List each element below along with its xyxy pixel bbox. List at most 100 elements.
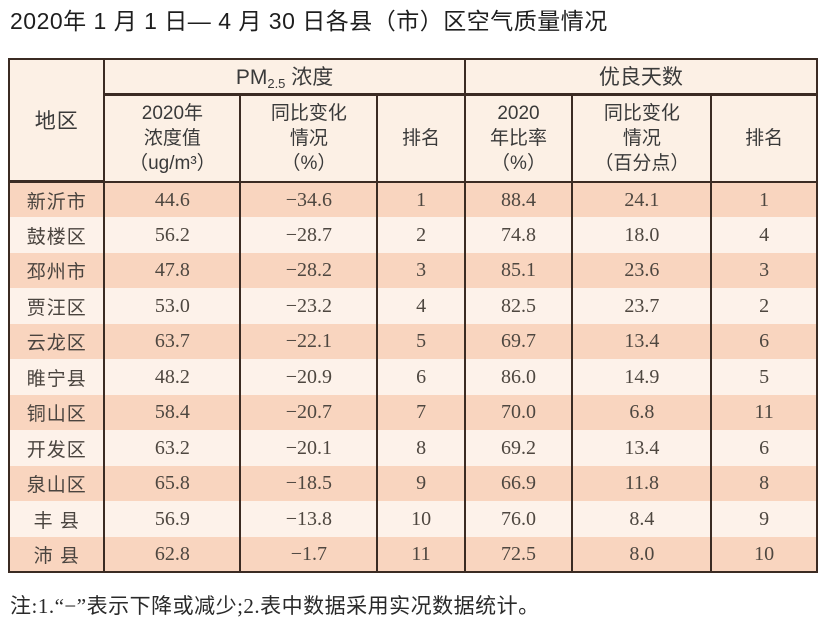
region-cell: 贾汪区 xyxy=(7,288,106,324)
table-row: 开发区 63.2 −20.1 8 69.2 13.4 6 xyxy=(7,430,818,466)
good-change-cell: 11.8 xyxy=(571,465,713,502)
good-rank-cell: 6 xyxy=(710,323,818,360)
good-change-cell: 8.4 xyxy=(571,501,713,537)
good-rate-cell: 74.8 xyxy=(463,217,574,253)
good-rate-cell: 85.1 xyxy=(463,252,574,289)
pm-change-cell: −23.2 xyxy=(239,288,379,324)
good-change-cell: 8.0 xyxy=(571,536,713,573)
table-header-group-row: 地区 PM2.5 浓度 优良天数 xyxy=(7,58,819,184)
good-change-cell: 18.0 xyxy=(571,217,713,253)
pm-rank-cell: 3 xyxy=(376,252,466,289)
pm-value-cell: 62.8 xyxy=(103,536,242,573)
good-rank-cell: 5 xyxy=(710,359,818,395)
good-change-cell: 6.8 xyxy=(571,394,713,431)
pm-value-cell: 63.2 xyxy=(103,430,242,466)
table-row: 云龙区 63.7 −22.1 5 69.7 13.4 6 xyxy=(7,323,818,360)
good-rate-cell: 72.5 xyxy=(463,536,574,573)
good-rate-cell: 86.0 xyxy=(463,359,574,395)
table-row: 睢宁县 48.2 −20.9 6 86.0 14.9 5 xyxy=(7,359,818,395)
good-rate-cell: 66.9 xyxy=(463,465,574,502)
region-cell: 睢宁县 xyxy=(7,359,106,395)
table-row: 邳州市 47.8 −28.2 3 85.1 23.6 3 xyxy=(7,252,818,289)
air-quality-table: 地区 PM2.5 浓度 优良天数 2020年 浓度值 （ug/m³） 同比变化 … xyxy=(7,57,819,574)
pm-rank-cell: 7 xyxy=(376,394,466,431)
pm-change-cell: −28.2 xyxy=(239,252,379,289)
region-cell: 新沂市 xyxy=(7,181,106,218)
good-rank-cell: 4 xyxy=(710,217,818,253)
good-change-cell: 13.4 xyxy=(571,430,713,466)
region-cell: 泉山区 xyxy=(7,465,106,502)
good-change-cell: 13.4 xyxy=(571,323,713,360)
region-cell: 丰 县 xyxy=(7,501,106,537)
air-quality-report-page: 2020年 1 月 1 日— 4 月 30 日各县（市）区空气质量情况 地区 P… xyxy=(0,7,825,620)
pm-change-cell: −13.8 xyxy=(239,501,379,537)
pm-rank-cell: 1 xyxy=(376,181,466,218)
pm-value-cell: 63.7 xyxy=(103,323,242,360)
footnote: 注:1.“−”表示下降或减少;2.表中数据采用实况数据统计。 xyxy=(10,594,540,619)
table-row: 泉山区 65.8 −18.5 9 66.9 11.8 8 xyxy=(7,465,818,502)
pm-value-cell: 65.8 xyxy=(103,465,242,502)
pm-value-cell: 56.9 xyxy=(103,501,242,537)
pm-rank-cell: 2 xyxy=(376,217,466,253)
pm-value-cell: 48.2 xyxy=(103,359,242,395)
region-cell: 沛 县 xyxy=(7,536,106,573)
header-good-days-group: 优良天数 xyxy=(463,58,819,96)
good-rank-cell: 10 xyxy=(710,536,818,573)
pm-change-cell: −34.6 xyxy=(239,181,379,218)
header-good-change: 同比变化 情况 （百分点） xyxy=(571,94,713,183)
table-row: 贾汪区 53.0 −23.2 4 82.5 23.7 2 xyxy=(7,288,818,324)
region-cell: 邳州市 xyxy=(7,252,106,289)
good-rate-cell: 70.0 xyxy=(463,394,574,431)
header-pm-value: 2020年 浓度值 （ug/m³） xyxy=(103,94,242,183)
good-rate-cell: 69.7 xyxy=(463,323,574,360)
header-pm25-group: PM2.5 浓度 xyxy=(103,58,466,96)
good-rank-cell: 6 xyxy=(710,430,818,466)
header-good-rate: 2020 年比率 （%） xyxy=(463,94,574,183)
pm-rank-cell: 6 xyxy=(376,359,466,395)
region-cell: 鼓楼区 xyxy=(7,217,106,253)
table-row: 沛 县 62.8 −1.7 11 72.5 8.0 10 xyxy=(7,536,818,573)
pm-rank-cell: 10 xyxy=(376,501,466,537)
pm-change-cell: −20.1 xyxy=(239,430,379,466)
pm-rank-cell: 9 xyxy=(376,465,466,502)
table-row: 铜山区 58.4 −20.7 7 70.0 6.8 11 xyxy=(7,394,818,431)
good-change-cell: 23.6 xyxy=(571,252,713,289)
pm-change-cell: −1.7 xyxy=(239,536,379,573)
good-rank-cell: 8 xyxy=(710,465,818,502)
pm25-label-prefix: PM xyxy=(235,66,268,90)
pm-change-cell: −20.9 xyxy=(239,359,379,395)
header-good-rank: 排名 xyxy=(710,94,818,183)
pm-value-cell: 47.8 xyxy=(103,252,242,289)
pm-change-cell: −22.1 xyxy=(239,323,379,360)
pm-rank-cell: 11 xyxy=(376,536,466,573)
page-title: 2020年 1 月 1 日— 4 月 30 日各县（市）区空气质量情况 xyxy=(10,8,608,34)
pm25-label-suffix: 浓度 xyxy=(285,66,334,90)
pm-change-cell: −20.7 xyxy=(239,394,379,431)
table-header-cols-row: 2020年 浓度值 （ug/m³） 同比变化 情况 （%） 排名 2020 年比… xyxy=(9,94,818,183)
pm25-label-subscript: 2.5 xyxy=(267,76,286,92)
header-region: 地区 xyxy=(7,58,106,184)
region-cell: 云龙区 xyxy=(7,323,106,360)
region-cell: 铜山区 xyxy=(7,394,106,431)
region-cell: 开发区 xyxy=(7,430,106,466)
pm-value-cell: 58.4 xyxy=(103,394,242,431)
good-change-cell: 23.7 xyxy=(571,288,713,324)
good-change-cell: 14.9 xyxy=(571,359,713,395)
good-change-cell: 24.1 xyxy=(571,181,713,218)
table-row: 丰 县 56.9 −13.8 10 76.0 8.4 9 xyxy=(7,501,818,537)
pm-value-cell: 56.2 xyxy=(103,217,242,253)
pm-change-cell: −28.7 xyxy=(239,217,379,253)
good-rank-cell: 3 xyxy=(710,252,818,289)
table-row: 鼓楼区 56.2 −28.7 2 74.8 18.0 4 xyxy=(7,217,818,253)
good-rank-cell: 2 xyxy=(710,288,818,324)
pm-rank-cell: 8 xyxy=(376,430,466,466)
pm-rank-cell: 5 xyxy=(376,323,466,360)
good-rate-cell: 82.5 xyxy=(463,288,574,324)
good-rank-cell: 11 xyxy=(710,394,818,431)
pm-value-cell: 53.0 xyxy=(103,288,242,324)
header-pm-change: 同比变化 情况 （%） xyxy=(239,94,379,183)
table-row: 新沂市 44.6 −34.6 1 88.4 24.1 1 xyxy=(7,181,818,218)
pm-value-cell: 44.6 xyxy=(103,181,242,218)
good-rate-cell: 76.0 xyxy=(463,501,574,537)
good-rate-cell: 69.2 xyxy=(463,430,574,466)
